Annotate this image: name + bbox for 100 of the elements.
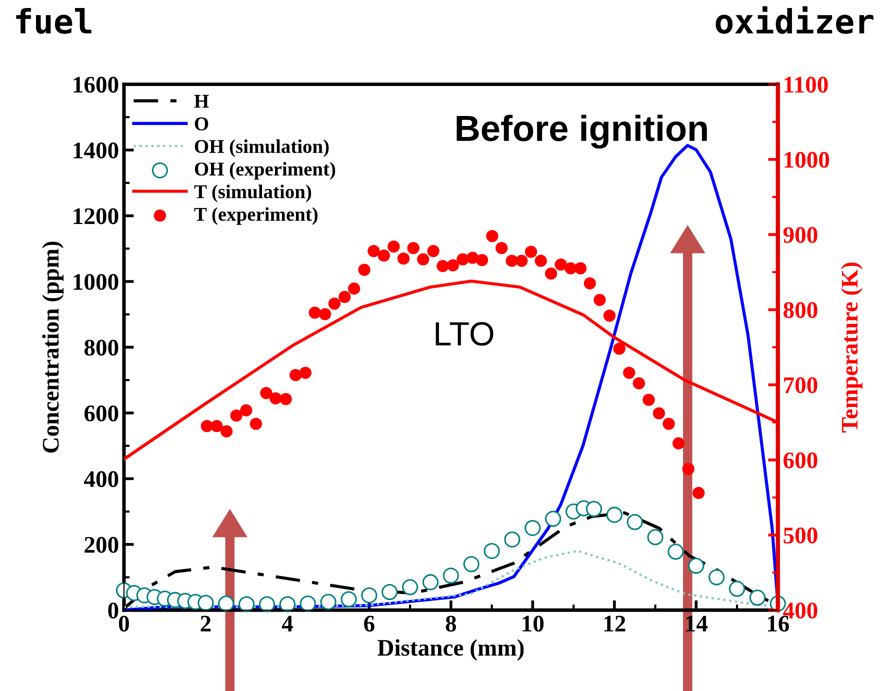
point <box>340 591 357 608</box>
point <box>210 420 223 432</box>
point <box>250 418 262 430</box>
y-tick-label: 1600 <box>74 76 118 93</box>
y-tick-label: 1000 <box>74 274 118 290</box>
legend-label: T (simulation) <box>194 184 312 202</box>
y2-axis-title: Temperature (K) <box>841 262 862 432</box>
x-axis-title: Distance (mm) <box>378 639 524 661</box>
point <box>258 596 276 612</box>
point <box>584 277 596 290</box>
point <box>407 242 420 254</box>
point <box>574 262 587 274</box>
point <box>348 282 360 295</box>
point <box>427 245 440 258</box>
point <box>594 294 606 306</box>
point <box>198 594 214 611</box>
point <box>466 252 479 264</box>
point <box>299 366 312 379</box>
point <box>564 262 577 274</box>
point <box>318 308 332 320</box>
point <box>378 250 390 262</box>
point <box>545 510 562 527</box>
text: oxidizer <box>716 6 874 34</box>
x-tick-label: 12 <box>604 616 626 632</box>
point <box>238 596 255 612</box>
point <box>496 242 508 254</box>
point <box>692 486 705 500</box>
point <box>534 254 547 267</box>
point <box>382 584 398 600</box>
point <box>402 579 418 596</box>
y2-tick-label: 500 <box>784 528 818 544</box>
x-tick-label: 10 <box>522 616 544 632</box>
x-tick-label: 6 <box>364 616 374 632</box>
x-tick-label: 2 <box>200 616 211 632</box>
point <box>613 342 626 355</box>
point <box>623 366 636 379</box>
point <box>586 500 602 517</box>
point <box>516 254 528 267</box>
legend-label: T (experiment) <box>194 207 318 225</box>
x-tick-label: 8 <box>446 616 456 632</box>
point <box>662 418 675 430</box>
point <box>270 392 282 404</box>
point <box>682 462 694 475</box>
point <box>554 258 567 271</box>
point <box>361 587 378 604</box>
point <box>388 240 400 253</box>
point <box>672 437 685 450</box>
y2-tick-label: 700 <box>784 377 818 394</box>
point <box>200 420 214 432</box>
point <box>688 558 704 574</box>
point <box>436 260 449 272</box>
y2-tick-label: 800 <box>784 302 818 318</box>
point <box>218 596 234 612</box>
y-tick-label: 1400 <box>74 142 118 158</box>
y-tick-label: 600 <box>84 405 118 422</box>
point <box>632 377 646 390</box>
y2-tick-label: 1000 <box>784 152 830 168</box>
point <box>642 394 655 406</box>
annotation: LTO <box>436 322 494 346</box>
point <box>358 264 370 276</box>
point <box>524 246 538 258</box>
point <box>446 259 460 272</box>
point <box>280 392 292 406</box>
legend-label: OH (simulation) <box>194 139 329 158</box>
annotation: Before ignition <box>456 114 707 149</box>
point <box>220 425 233 438</box>
y2-tick-label: 900 <box>783 227 818 243</box>
y-tick-label: 1200 <box>74 208 118 224</box>
y2-tick-label: 600 <box>784 452 818 468</box>
point <box>240 404 252 416</box>
y-axis-title: Concentration (ppm) <box>42 242 64 453</box>
point <box>708 569 725 586</box>
point <box>603 310 616 322</box>
point <box>606 506 622 523</box>
point <box>544 268 558 280</box>
point <box>728 580 746 597</box>
point <box>308 306 321 319</box>
y-tick-label: 800 <box>84 340 118 356</box>
point <box>230 410 242 422</box>
y-tick-label: 0 <box>108 602 118 619</box>
point <box>300 596 316 612</box>
y2-tick-label: 1100 <box>784 76 828 93</box>
point <box>652 407 666 420</box>
point <box>279 596 296 612</box>
point <box>506 254 518 267</box>
legend-label: H <box>194 94 209 108</box>
point <box>338 290 351 303</box>
point <box>290 368 302 382</box>
x-tick-label: 0 <box>118 616 129 632</box>
point <box>456 253 469 266</box>
point <box>476 254 488 266</box>
y-tick-label: 200 <box>84 536 118 553</box>
point <box>486 230 498 242</box>
legend-label: OH (experiment) <box>194 162 336 180</box>
legend-label: O <box>194 117 208 130</box>
x-tick-label: 4 <box>282 616 293 632</box>
y-tick-label: 400 <box>84 471 118 488</box>
text: fuel <box>16 8 92 34</box>
point <box>368 245 380 258</box>
point <box>260 386 272 400</box>
